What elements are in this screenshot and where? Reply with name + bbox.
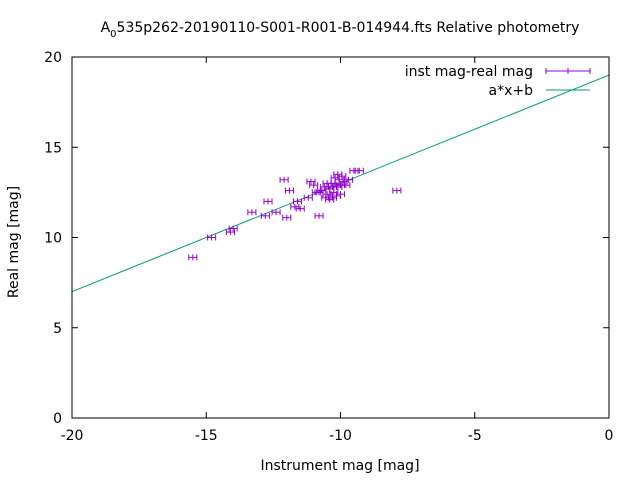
data-point	[247, 209, 257, 216]
y-tick-label: 15	[44, 140, 62, 156]
legend-label: a*x+b	[489, 83, 534, 99]
data-point	[335, 191, 346, 198]
chart-title-rest: 535p262-20190110-S001-R001-B-014944.fts …	[117, 20, 580, 36]
data-point	[354, 167, 364, 174]
data-point	[207, 234, 217, 241]
data-point	[225, 229, 235, 236]
data-point	[284, 187, 295, 194]
data-point	[293, 198, 303, 205]
data-point	[306, 178, 316, 185]
x-tick-label: -5	[468, 428, 482, 444]
data-point	[338, 178, 348, 185]
plot-inner	[72, 74, 609, 293]
data-point	[341, 182, 351, 189]
plot-frame	[71, 56, 610, 419]
data-point	[335, 182, 346, 189]
data-point	[188, 254, 198, 261]
x-axis-label: Instrument mag [mag]	[260, 458, 419, 474]
y-axis-label: Real mag [mag]	[6, 186, 22, 298]
legend: inst mag-real mag a*x+b	[405, 64, 591, 99]
y-tick-label: 10	[44, 231, 62, 247]
data-point	[263, 198, 273, 205]
axes: -20 -15 -10 -5 0 0 5 10 15 20	[44, 50, 613, 444]
x-tick-label: -10	[329, 428, 352, 444]
y-tick-label: 5	[53, 321, 62, 337]
data-point	[260, 212, 270, 219]
data-point	[344, 176, 354, 183]
data-point	[392, 187, 402, 194]
y-tick-label: 20	[44, 50, 62, 66]
data-point	[337, 173, 347, 180]
data-point	[279, 176, 289, 183]
data-point	[309, 182, 319, 189]
data-point	[295, 205, 305, 212]
legend-label: inst mag-real mag	[405, 64, 533, 80]
x-tick-label: -20	[61, 428, 84, 444]
legend-swatch	[545, 68, 591, 74]
data-point	[314, 212, 324, 219]
chart-title-main: A	[101, 20, 111, 36]
chart-title: A0535p262-20190110-S001-R001-B-014944.ft…	[101, 20, 580, 40]
x-tick-label: 0	[605, 428, 614, 444]
data-point	[303, 194, 313, 201]
plot-area	[72, 74, 609, 293]
y-tick-label: 0	[53, 411, 62, 427]
data-point	[271, 209, 281, 216]
chart-title-subscript: 0	[110, 29, 116, 40]
data-point	[228, 225, 238, 232]
data-point	[282, 214, 292, 221]
x-tick-label: -15	[195, 428, 218, 444]
